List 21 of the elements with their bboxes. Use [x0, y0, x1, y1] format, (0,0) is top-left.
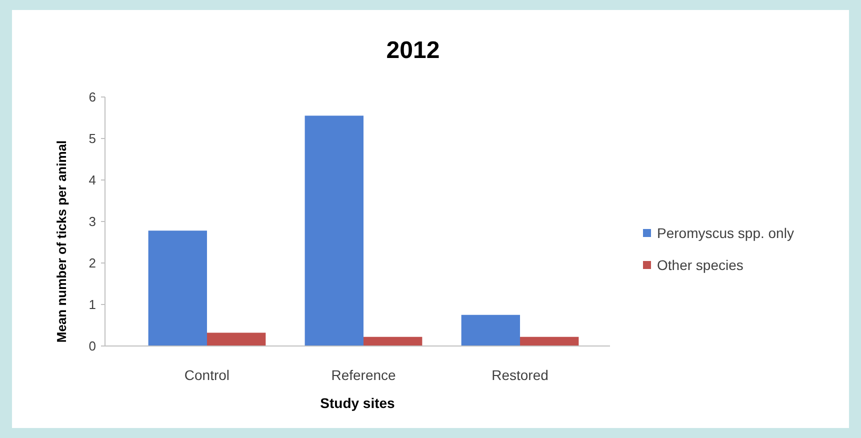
x-tick-label: Reference	[331, 367, 396, 383]
x-axis-title: Study sites	[320, 395, 396, 411]
y-axis-title: Mean number of ticks per animal	[54, 140, 69, 343]
bar	[461, 314, 520, 346]
legend-label: Other species	[657, 256, 744, 273]
bar	[520, 336, 579, 346]
bar	[148, 230, 207, 346]
bar	[364, 336, 422, 346]
chart-title: 2012	[386, 37, 440, 64]
y-tick-label: 1	[88, 297, 96, 312]
x-tick-label: Control	[184, 367, 230, 383]
y-tick-label: 4	[88, 172, 96, 188]
y-tick-label: 5	[88, 131, 96, 146]
bar	[206, 332, 266, 346]
bar	[304, 116, 364, 346]
legend-label: Peromyscus spp. only	[657, 224, 794, 241]
x-tick-label: Restored	[492, 367, 548, 383]
y-tick-label: 6	[88, 90, 96, 105]
y-tick-label: 2	[88, 256, 96, 271]
y-tick-label: 0	[88, 338, 96, 354]
y-tick-label: 3	[88, 214, 96, 230]
